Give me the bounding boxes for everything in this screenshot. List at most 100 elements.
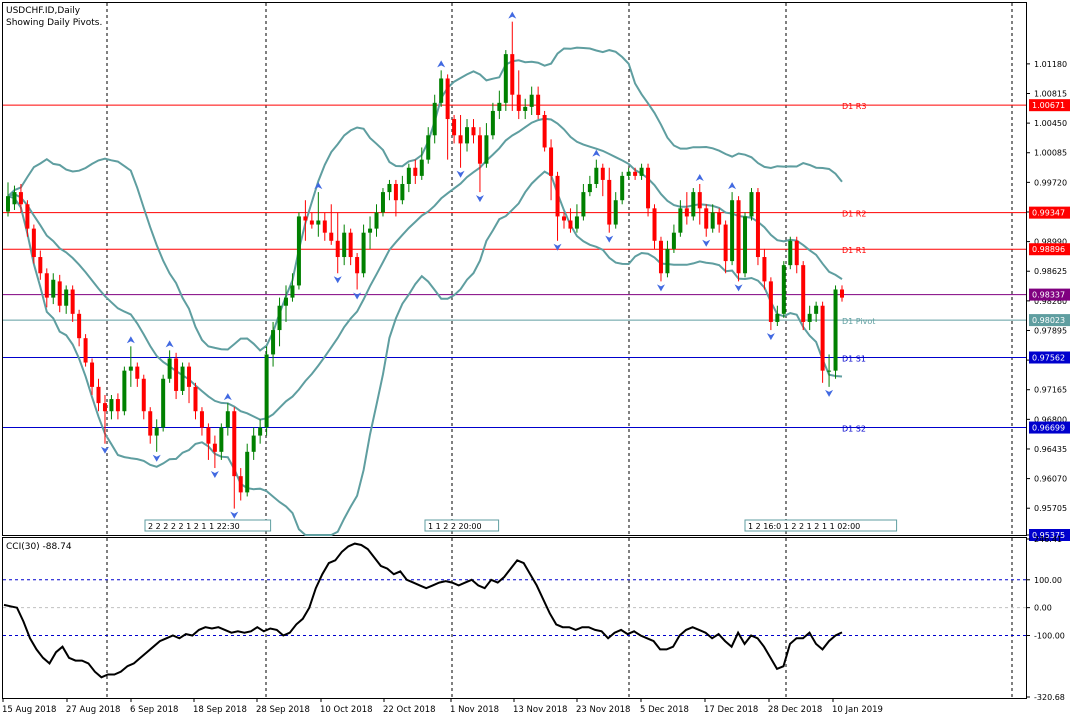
candle-body-102 <box>665 248 670 274</box>
candle-body-110 <box>717 212 722 225</box>
candle-body-45 <box>296 216 301 286</box>
candle-body-24 <box>161 378 166 428</box>
price-tick-label-15: 0.95705 <box>1034 504 1067 513</box>
level-tag-value-0: 1.00671 <box>1032 101 1065 110</box>
candle-body-90 <box>587 183 592 193</box>
bottom-price-value: 0.95375 <box>1032 531 1065 540</box>
fractal-down-arrow-icon <box>734 284 743 292</box>
candle-body-51 <box>335 240 340 258</box>
candle-body-69 <box>452 119 457 136</box>
candle-body-95 <box>620 175 625 201</box>
price-tick-label-6: 0.98990 <box>1034 238 1067 247</box>
fractal-down-arrow-icon <box>702 239 711 247</box>
time-tick-label-7: 1 Nov 2018 <box>450 705 499 715</box>
candle-body-27 <box>180 366 185 391</box>
candle-body-119 <box>775 313 780 322</box>
candle-body-120 <box>781 265 786 314</box>
cci-tick-label-4: -320.68 <box>1034 693 1065 702</box>
price-tick-label-0: 1.01180 <box>1034 60 1067 69</box>
cci-axis: 246.41 100.00 0.00 -100.00 -320.68 <box>1026 535 1065 702</box>
candle-body-60 <box>393 183 398 201</box>
fractal-down-arrow-icon <box>230 511 239 519</box>
pattern-label-0: 2 2 2 2 2 1 2 1 1 22:30 <box>148 522 240 531</box>
fractal-up-arrow-icon <box>223 393 232 401</box>
pattern-label-box-1 <box>424 519 500 532</box>
price-tick-label-1: 1.00815 <box>1034 89 1067 98</box>
candle-body-68 <box>445 78 450 120</box>
fractal-down-arrow-icon <box>766 333 775 341</box>
candle-body-111 <box>723 224 728 262</box>
candle-body-52 <box>342 232 347 258</box>
candle-body-127 <box>827 370 832 372</box>
fractal-down-arrow-icon <box>100 446 109 454</box>
candle-body-14 <box>96 386 101 404</box>
candle-body-3 <box>25 204 30 229</box>
candle-body-11 <box>77 313 82 339</box>
candle-body-42 <box>277 305 282 331</box>
fractal-down-arrow-icon <box>656 284 665 292</box>
candle-body-105 <box>684 208 689 217</box>
candle-body-104 <box>678 208 683 233</box>
cci-indicator <box>3 542 1026 679</box>
candle-body-28 <box>187 366 192 387</box>
candle-body-72 <box>471 127 476 136</box>
level-tag-value-6: 0.96699 <box>1032 424 1065 433</box>
candle-body-41 <box>271 330 276 355</box>
price-axis: 1.01180 1.00815 1.00450 1.00085 0.99720 0.993… <box>1026 60 1070 541</box>
candle-body-4 <box>31 228 36 258</box>
time-tick-label-13: 10 Jan 2019 <box>832 705 883 715</box>
time-tick-label-8: 13 Nov 2018 <box>513 705 567 715</box>
time-tick-label-9: 23 Nov 2018 <box>576 705 630 715</box>
candle-body-10 <box>70 289 75 314</box>
level-tag-box-3 <box>1029 288 1070 301</box>
price-tick-label-4: 0.99720 <box>1034 178 1067 187</box>
price-tick-label-3: 1.00085 <box>1034 149 1067 158</box>
pivot-name-4: D1 Pivot <box>842 317 875 326</box>
candle-body-118 <box>768 281 773 322</box>
time-tick-label-6: 22 Oct 2018 <box>383 705 436 715</box>
candle-body-80 <box>523 106 528 111</box>
price-tick-label-11: 0.97165 <box>1034 386 1067 395</box>
time-axis: 15 Aug 2018 27 Aug 2018 6 Sep 2018 18 Sep 2… <box>2 698 883 715</box>
chart-title: USDCHF.ID,Daily <box>6 6 81 16</box>
candle-body-48 <box>316 220 321 225</box>
candle-body-99 <box>646 167 651 209</box>
fractal-down-arrow-icon <box>553 243 562 251</box>
cci-tick-label-1: 100.00 <box>1034 576 1062 585</box>
candle-body-17 <box>115 399 120 412</box>
fractal-up-arrow-icon <box>165 340 174 348</box>
fractal-up-arrow-icon <box>314 182 323 190</box>
chart-subtitle: Showing Daily Pivots. <box>6 18 102 28</box>
candle-body-20 <box>135 366 140 379</box>
candle-body-117 <box>762 257 767 282</box>
candle-body-47 <box>309 220 314 225</box>
candle-body-18 <box>122 370 127 412</box>
candle-body-22 <box>148 411 153 436</box>
band-middle <box>7 117 843 421</box>
pattern-label-box-0 <box>144 519 272 532</box>
fractal-arrows <box>100 11 834 519</box>
candle-body-98 <box>639 167 644 176</box>
candle-body-2 <box>18 192 23 205</box>
candle-body-8 <box>57 281 62 306</box>
candle-body-73 <box>477 135 482 164</box>
candle-body-35 <box>232 411 237 477</box>
candle-body-65 <box>426 135 431 160</box>
level-tag-box-0 <box>1029 99 1070 112</box>
level-tag-value-3: 0.98337 <box>1032 291 1065 300</box>
candle-body-126 <box>820 305 825 371</box>
candle-body-59 <box>387 183 392 193</box>
candle-body-106 <box>691 192 696 217</box>
candle-body-21 <box>141 378 146 412</box>
candle-body-63 <box>413 167 418 176</box>
candle-body-70 <box>458 135 463 144</box>
candle-body-124 <box>807 313 812 322</box>
fractal-down-arrow-icon <box>605 235 614 243</box>
fractal-down-arrow-icon <box>456 170 465 178</box>
candle-body-89 <box>581 192 586 217</box>
candle-body-121 <box>788 240 793 266</box>
candle-body-109 <box>710 212 715 229</box>
fractal-down-arrow-icon <box>333 276 342 284</box>
candle-body-100 <box>652 208 657 241</box>
